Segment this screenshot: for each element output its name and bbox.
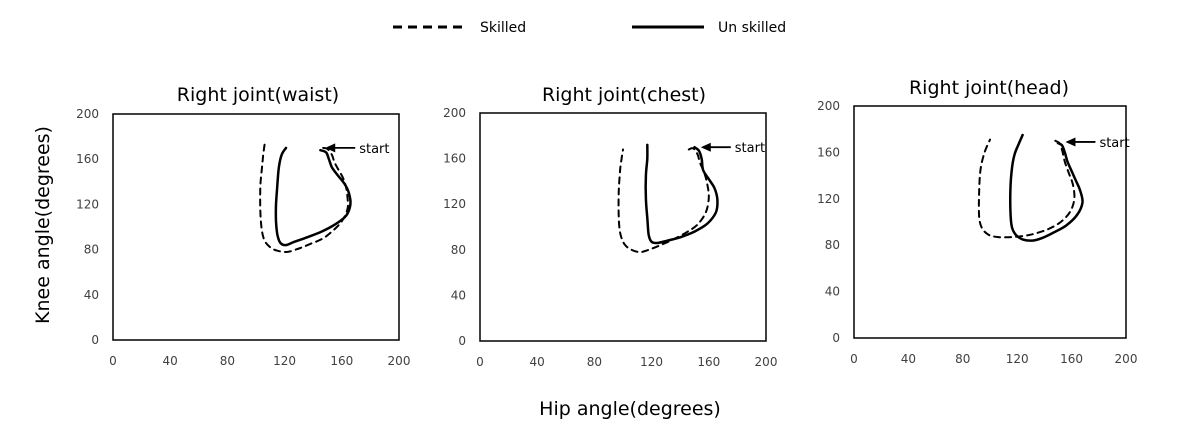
x-tick-label-head: 160 [1060,352,1083,366]
y-tick-label-chest: 0 [458,334,466,348]
panel-title-head: Right joint(head) [909,77,1069,99]
start-label-chest: start [735,141,765,156]
y-axis-label: Knee angle(degrees) [32,126,54,324]
y-tick-label-waist: 80 [84,243,99,257]
start-arrowhead-head [1065,137,1076,147]
panel-title-chest: Right joint(chest) [542,84,706,106]
x-tick-label-waist: 0 [109,354,117,368]
legend-skilled-label: Skilled [480,20,526,36]
x-tick-label-head: 40 [901,352,916,366]
y-tick-label-waist: 0 [91,333,99,347]
y-tick-label-waist: 160 [76,152,99,166]
legend-unskilled-label: Un skilled [718,20,786,36]
x-tick-label-head: 120 [1006,352,1029,366]
panel-waist: Right joint(waist) 0 40 80 120 160 200 0 40 80 120… [76,84,410,368]
y-tick-label-head: 40 [825,285,840,299]
x-tick-label-chest: 200 [755,355,778,369]
y-tick-label-waist: 200 [76,107,99,121]
x-tick-label-chest: 160 [697,355,720,369]
start-label-head: start [1099,136,1129,151]
y-tick-label-waist: 40 [84,288,99,302]
x-tick-label-waist: 40 [163,354,178,368]
y-tick-label-chest: 160 [443,152,466,166]
plot-frame-head [853,105,1127,339]
panel-head: Right joint(head) 0 40 80 120 160 200 0 40 80 120 1… [817,77,1137,366]
x-tick-label-chest: 120 [640,355,663,369]
panel-title-waist: Right joint(waist) [177,84,339,106]
x-tick-label-chest: 40 [530,355,545,369]
y-tick-label-chest: 40 [451,288,466,302]
y-tick-label-head: 80 [825,238,840,252]
x-tick-label-waist: 80 [220,354,235,368]
y-tick-label-waist: 120 [76,197,99,211]
legend: Skilled Un skilled [393,20,786,36]
x-tick-label-waist: 120 [273,354,296,368]
x-tick-label-head: 0 [850,352,858,366]
y-tick-label-head: 160 [817,145,840,159]
series-unskilled-line-chest [644,143,719,245]
panel-chest: Right joint(chest) 0 40 80 120 160 200 0 40 80 120… [443,84,777,369]
x-tick-label-head: 200 [1115,352,1138,366]
plot-frame-waist [112,113,400,341]
x-tick-label-waist: 160 [330,354,353,368]
x-tick-label-chest: 80 [587,355,602,369]
y-tick-label-head: 200 [817,99,840,113]
x-tick-label-chest: 0 [476,355,484,369]
y-tick-label-chest: 200 [443,106,466,120]
x-axis-label: Hip angle(degrees) [539,398,721,420]
series-skilled-line-chest [617,147,710,254]
series-unskilled-line-head [1009,133,1084,242]
y-tick-label-chest: 120 [443,197,466,211]
start-label-waist: start [359,142,389,157]
x-tick-label-waist: 200 [388,354,411,368]
x-tick-label-head: 80 [955,352,970,366]
y-tick-label-head: 120 [817,192,840,206]
y-tick-label-head: 0 [832,331,840,345]
series-skilled-line-waist [259,143,350,253]
start-arrowhead-waist [325,143,336,153]
series-unskilled-line-waist [274,146,352,247]
plot-frame-chest [479,112,767,342]
series-skilled-line-head [977,138,1076,239]
start-arrowhead-chest [700,142,711,152]
y-tick-label-chest: 80 [451,243,466,257]
